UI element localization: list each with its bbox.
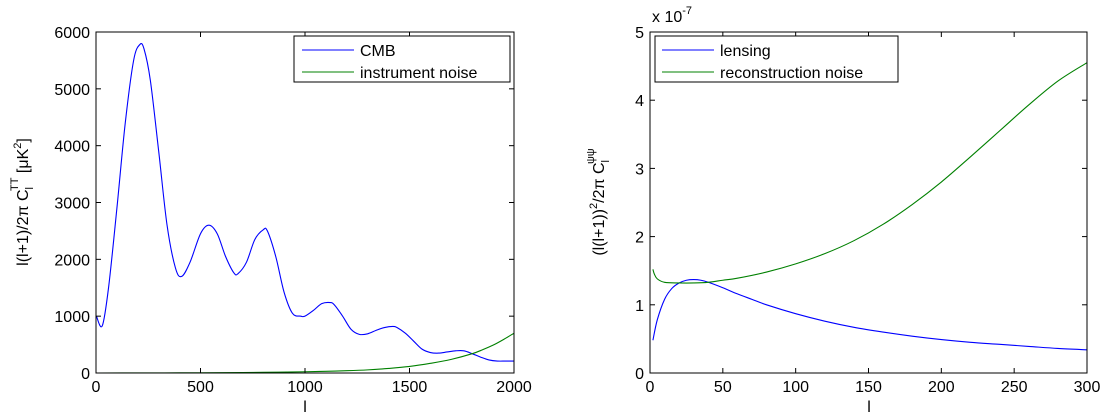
chart0-ticks: 0 500 1000 1500 2000 0 1000 2000 3000 4000 5000 600… [54,25,531,396]
chart0-ytick-label: 6000 [54,25,90,42]
chart0-y-axis-label: l(l+1)/2π ClTT [μK2] [9,138,36,266]
chart1-ytick-label: 5 [635,25,644,42]
chart0-ytick-label: 0 [81,366,90,383]
chart0-xtick-label: 2000 [496,379,532,396]
chart1-legend-box [654,35,899,83]
chart0-xtick-label: 1500 [392,379,428,396]
chart0-legend-box [293,35,511,83]
chart1-legend-label-recon-noise: reconstruction noise [720,65,863,82]
chart-lensing-spectrum: 0 50 100 150 200 250 300 0 1 2 3 4 5 x 10-7 (l(l+1))… [585,5,1100,414]
chart0-ytick-label: 4000 [54,139,90,156]
chart0-legend-label-noise: instrument noise [360,65,477,82]
chart0-xtick-label: 500 [187,379,214,396]
chart1-ytick-label: 3 [635,161,644,178]
chart-cmb-spectrum: 0 500 1000 1500 2000 0 1000 2000 3000 4000 5000 600… [9,25,532,414]
chart1-x-axis-label: l [867,399,871,414]
chart0-ytick-label: 2000 [54,252,90,269]
chart1-ytick-label: 1 [635,298,644,315]
chart1-ytick-label: 0 [635,366,644,383]
chart0-x-axis-label: l [303,399,307,414]
chart1-xtick-label: 0 [646,379,655,396]
chart1-y-axis-label: (l(l+1))2/2π Clψψ [585,148,612,255]
chart1-axis-multiplier: x 10-7 [652,5,692,26]
chart1-xtick-label: 250 [1001,379,1028,396]
chart0-legend: CMB instrument noise [293,35,511,83]
chart1-ytick-label: 4 [635,93,644,110]
chart0-ytick-label: 5000 [54,82,90,99]
chart0-legend-label-cmb: CMB [360,43,396,60]
chart1-xtick-label: 50 [714,379,732,396]
chart0-series-line-cmb [95,42,514,362]
chart1-ticks: 0 50 100 150 200 250 300 0 1 2 3 4 5 [635,25,1100,396]
chart1-legend-label-lensing: lensing [720,43,771,60]
chart0-ytick-label: 3000 [54,196,90,213]
chart1-series-layer [652,62,1088,351]
chart1-xtick-label: 200 [928,379,955,396]
chart0-xtick-label: 1000 [287,379,323,396]
chart1-legend: lensing reconstruction noise [654,35,899,83]
chart0-xtick-label: 0 [92,379,101,396]
chart1-series-line-reconstruction-noise [652,62,1088,284]
chart1-xtick-label: 300 [1074,379,1101,396]
chart0-ytick-label: 1000 [54,309,90,326]
chart1-xtick-label: 150 [855,379,882,396]
chart1-xtick-label: 100 [782,379,809,396]
chart1-ytick-label: 2 [635,230,644,247]
